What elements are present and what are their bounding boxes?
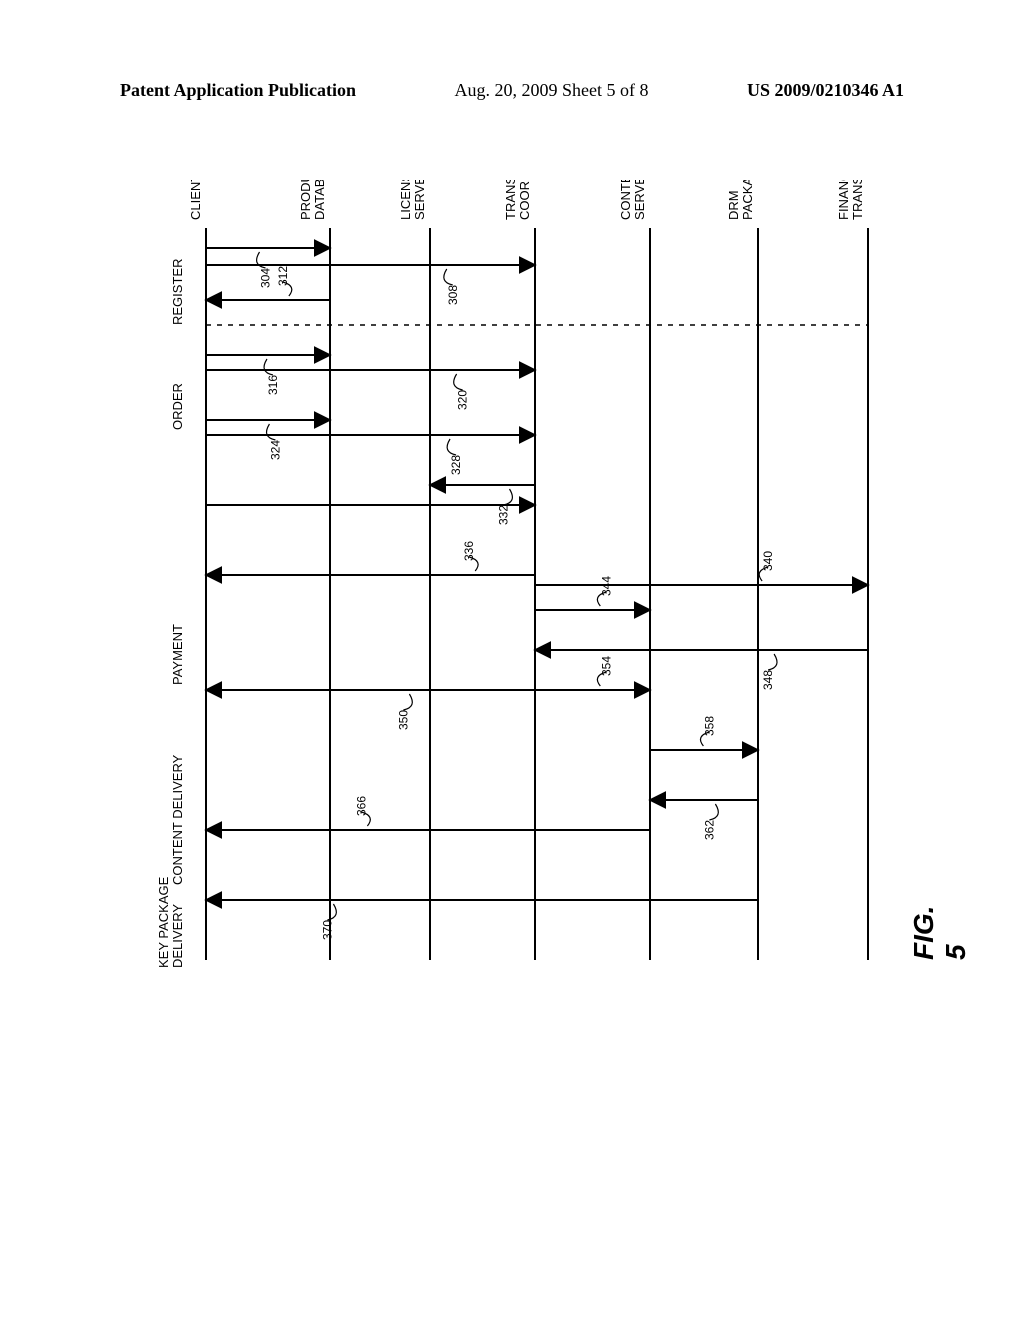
ref-number: 348 (761, 670, 775, 690)
phase-label: ORDER (170, 383, 185, 430)
ref-number: 304 (259, 268, 273, 288)
actor-label: TRANSACT.COORD. (503, 180, 532, 220)
svg-text:350: 350 (396, 710, 410, 730)
actor-label: PRODUCTDATABASE (298, 180, 327, 220)
ref-number: 340 (761, 551, 775, 571)
ref-number: 370 (320, 920, 334, 940)
ref-leader (768, 654, 777, 670)
header-right: US 2009/0210346 A1 (747, 80, 904, 101)
ref-number: 344 (599, 576, 613, 596)
svg-text:REGISTER: REGISTER (170, 259, 185, 325)
ref-number: 366 (354, 796, 368, 816)
svg-text:358: 358 (702, 716, 716, 736)
header-left: Patent Application Publication (120, 80, 356, 101)
svg-text:TRANS.: TRANS. (850, 180, 865, 220)
svg-text:328: 328 (449, 455, 463, 475)
ref-number: 358 (702, 716, 716, 736)
ref-number: 320 (456, 390, 470, 410)
svg-text:344: 344 (599, 576, 613, 596)
ref-leader (327, 904, 336, 920)
ref-number: 354 (599, 656, 613, 676)
svg-text:308: 308 (446, 285, 460, 305)
svg-text:PACKAGER: PACKAGER (740, 180, 755, 220)
svg-text:SERVER(S): SERVER(S) (632, 180, 647, 220)
svg-text:304: 304 (259, 268, 273, 288)
ref-number: 350 (396, 710, 410, 730)
ref-leader (447, 439, 456, 455)
ref-number: 362 (702, 820, 716, 840)
actor-label: LICENSESERVERS (398, 180, 427, 220)
ref-leader (403, 694, 412, 710)
svg-text:362: 362 (702, 820, 716, 840)
ref-number: 332 (497, 505, 511, 525)
ref-number: 324 (268, 440, 282, 460)
svg-text:320: 320 (456, 390, 470, 410)
ref-leader (267, 424, 276, 440)
ref-number: 308 (446, 285, 460, 305)
svg-text:CONTENT: CONTENT (618, 180, 633, 220)
sequence-diagram: CLIENT PRODUCTDATABASE LICENSESERVERS TRANS… (120, 180, 920, 980)
ref-leader (454, 374, 463, 390)
svg-text:316: 316 (266, 375, 280, 395)
ref-leader (444, 269, 453, 285)
ref-number: 312 (276, 266, 290, 286)
svg-text:332: 332 (497, 505, 511, 525)
phase-label: CONTENT DELIVERY (170, 754, 185, 885)
svg-text:366: 366 (354, 796, 368, 816)
svg-text:CONTENT DELIVERY: CONTENT DELIVERY (170, 754, 185, 885)
phase-label: PAYMENT (170, 624, 185, 685)
ref-leader (264, 359, 273, 375)
svg-text:370: 370 (320, 920, 334, 940)
ref-number: 328 (449, 455, 463, 475)
svg-text:TRANSACT.: TRANSACT. (503, 180, 518, 220)
svg-text:PRODUCT: PRODUCT (298, 180, 313, 220)
actor-label: DRMPACKAGER (726, 180, 755, 220)
svg-text:324: 324 (268, 440, 282, 460)
svg-text:354: 354 (599, 656, 613, 676)
svg-text:LICENSE: LICENSE (398, 180, 413, 220)
svg-text:348: 348 (761, 670, 775, 690)
phase-label: KEY PACKAGEDELIVERY (156, 876, 185, 968)
page-header: Patent Application Publication Aug. 20, … (0, 80, 1024, 101)
ref-leader (709, 804, 718, 820)
svg-text:DATABASE: DATABASE (312, 180, 327, 220)
svg-text:KEY PACKAGE: KEY PACKAGE (156, 876, 171, 968)
ref-number: 336 (462, 541, 476, 561)
svg-text:FINANCIAL: FINANCIAL (836, 180, 851, 220)
svg-text:DRM: DRM (726, 190, 741, 220)
svg-text:CLIENT: CLIENT (188, 180, 203, 220)
svg-text:312: 312 (276, 266, 290, 286)
svg-text:DELIVERY: DELIVERY (170, 904, 185, 968)
svg-text:ORDER: ORDER (170, 383, 185, 430)
phase-label: REGISTER (170, 259, 185, 325)
ref-number: 316 (266, 375, 280, 395)
figure-label: FIG. 5 (908, 906, 972, 960)
actor-label: CLIENT (188, 180, 203, 220)
header-center: Aug. 20, 2009 Sheet 5 of 8 (455, 80, 649, 101)
figure-container: CLIENT PRODUCTDATABASE LICENSESERVERS TRANS… (120, 180, 920, 980)
svg-text:SERVERS: SERVERS (412, 180, 427, 220)
actor-label: CONTENTSERVER(S) (618, 180, 647, 220)
svg-text:336: 336 (462, 541, 476, 561)
svg-text:PAYMENT: PAYMENT (170, 624, 185, 685)
ref-leader (504, 489, 513, 505)
svg-text:340: 340 (761, 551, 775, 571)
svg-text:COORD.: COORD. (517, 180, 532, 220)
actor-label: FINANCIALTRANS. (836, 180, 865, 220)
